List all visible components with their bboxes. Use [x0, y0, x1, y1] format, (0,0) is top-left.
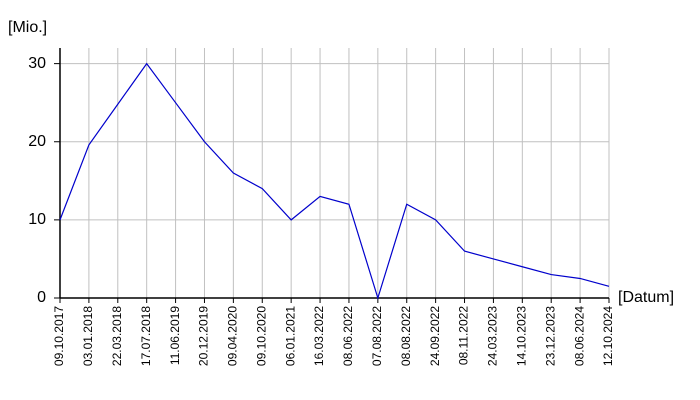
x-tick-label: 07.08.2022 — [370, 306, 384, 366]
y-tick-label: 10 — [28, 211, 46, 228]
x-tick-label: 22.03.2018 — [110, 306, 124, 366]
y-tick-label: 20 — [28, 133, 46, 150]
x-tick-label: 20.12.2019 — [197, 306, 211, 366]
x-tick-label: 24.09.2022 — [428, 306, 442, 366]
x-tick-label: 24.03.2023 — [486, 306, 500, 366]
x-tick-label: 11.06.2019 — [168, 306, 182, 365]
x-tick-label: 23.12.2023 — [543, 306, 557, 366]
x-tick-label: 08.11.2022 — [457, 306, 471, 365]
x-tick-label: 09.10.2017 — [52, 306, 66, 366]
x-tick-label: 06.01.2021 — [283, 306, 297, 366]
x-tick-label: 16.03.2022 — [312, 306, 326, 366]
x-tick-label: 17.07.2018 — [139, 306, 153, 366]
x-tick-label: 12.10.2024 — [601, 306, 615, 366]
data-line — [59, 62, 610, 301]
x-tick-label: 08.06.2022 — [341, 306, 355, 366]
y-axis-label: [Mio.] — [8, 19, 47, 36]
y-tick-label: 0 — [37, 289, 46, 306]
x-tick-label: 08.08.2022 — [399, 306, 413, 366]
x-axis-label: [Datum] — [618, 289, 674, 306]
x-tick-label: 09.04.2020 — [226, 306, 240, 366]
x-tick-label: 03.01.2018 — [81, 306, 95, 366]
x-tick-label: 14.10.2023 — [514, 306, 528, 366]
x-tick-label: 09.10.2020 — [254, 306, 268, 366]
x-tick-label: 08.06.2024 — [572, 306, 586, 366]
y-tick-label: 30 — [28, 55, 46, 72]
